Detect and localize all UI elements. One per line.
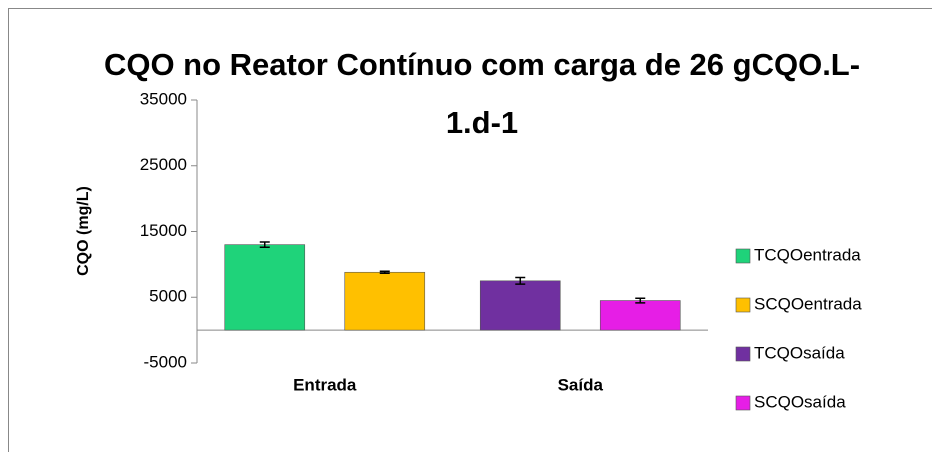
legend-label: TCQOentrada <box>754 245 861 264</box>
legend-label: SCQOentrada <box>754 294 862 313</box>
y-tick-label: 25000 <box>140 155 187 174</box>
y-axis-title: CQO (mg/L) <box>75 186 92 276</box>
bar <box>479 280 561 331</box>
error-bar <box>379 270 390 275</box>
legend-label: SCQOsaída <box>754 392 846 411</box>
x-tick-label: Saída <box>558 375 604 394</box>
error-bar <box>515 276 526 285</box>
x-tick-label: Entrada <box>293 375 357 394</box>
legend-swatch <box>735 297 751 313</box>
bar <box>599 300 681 331</box>
legend-swatch <box>735 346 751 362</box>
bar <box>224 244 306 331</box>
error-bar <box>635 297 646 304</box>
y-tick-label: 15000 <box>140 221 187 240</box>
legend-swatch <box>735 395 751 411</box>
y-tick-label: -5000 <box>144 352 187 371</box>
bar <box>344 271 426 331</box>
chart-title: CQO no Reator Contínuo com carga de 26 g… <box>103 47 861 140</box>
legend-label: TCQOsaída <box>754 343 845 362</box>
error-bar <box>259 241 270 249</box>
y-tick-label: 5000 <box>149 287 187 306</box>
y-tick-label: 35000 <box>140 89 187 108</box>
chart-border <box>8 8 932 452</box>
legend-swatch <box>735 248 751 264</box>
